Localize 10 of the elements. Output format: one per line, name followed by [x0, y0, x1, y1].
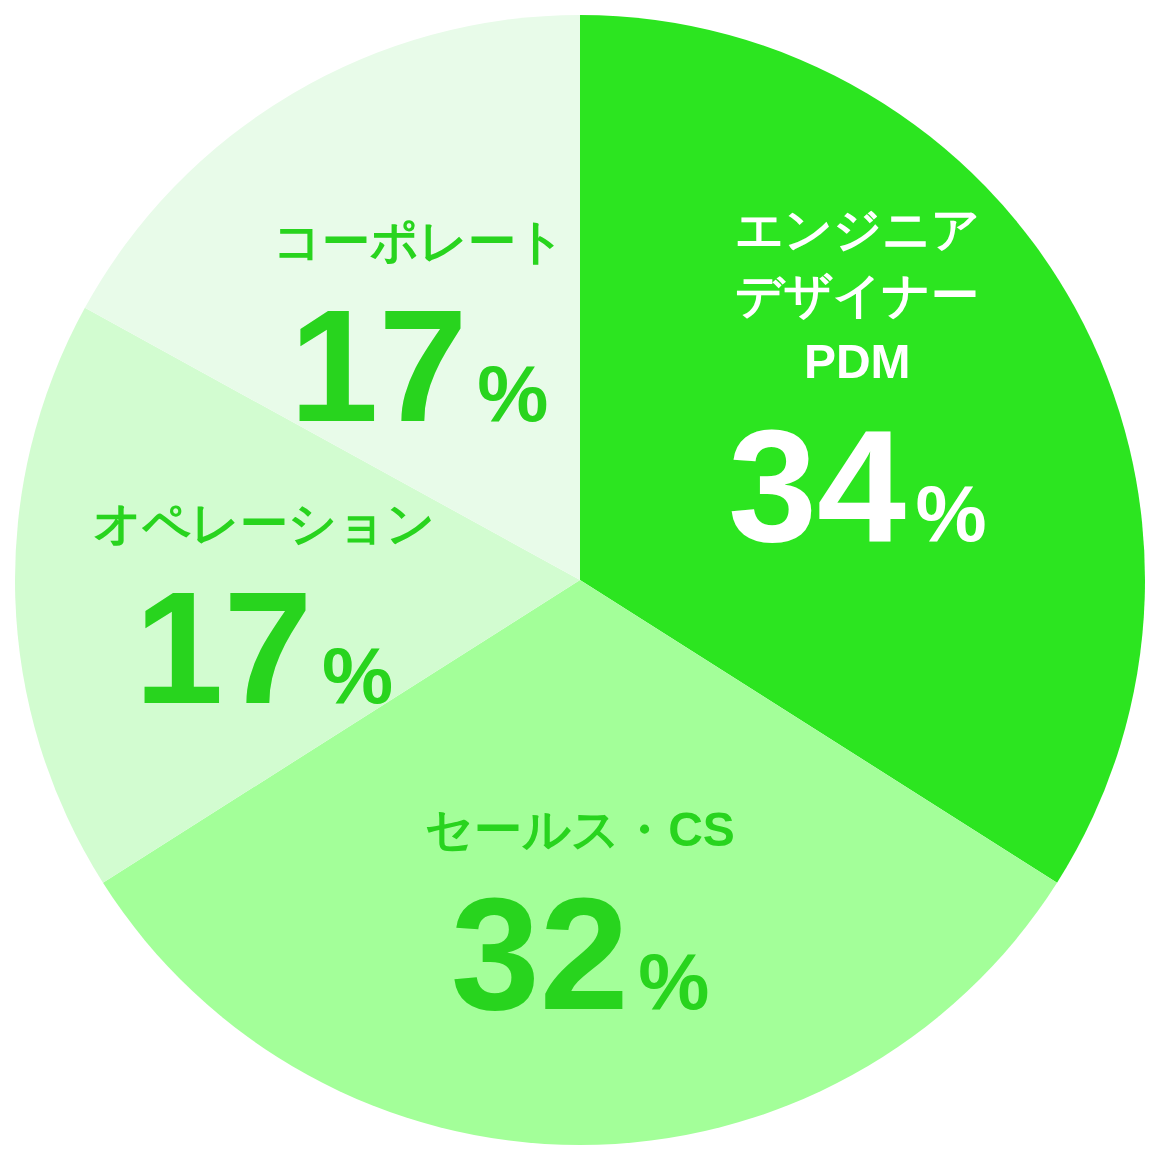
slice-label: オペレーション	[92, 496, 435, 550]
slice-label: エンジニアデザイナーPDM	[734, 202, 980, 388]
pie-slice	[102, 580, 1058, 1145]
pie-slice	[84, 15, 580, 580]
data-label: 17%	[289, 275, 549, 455]
data-label: 17%	[134, 557, 394, 737]
data-label: 32%	[450, 864, 710, 1044]
data-label: 34%	[727, 395, 987, 575]
slice-label: セールス・CS	[425, 803, 735, 857]
slice-label: コーポレート	[272, 214, 565, 268]
